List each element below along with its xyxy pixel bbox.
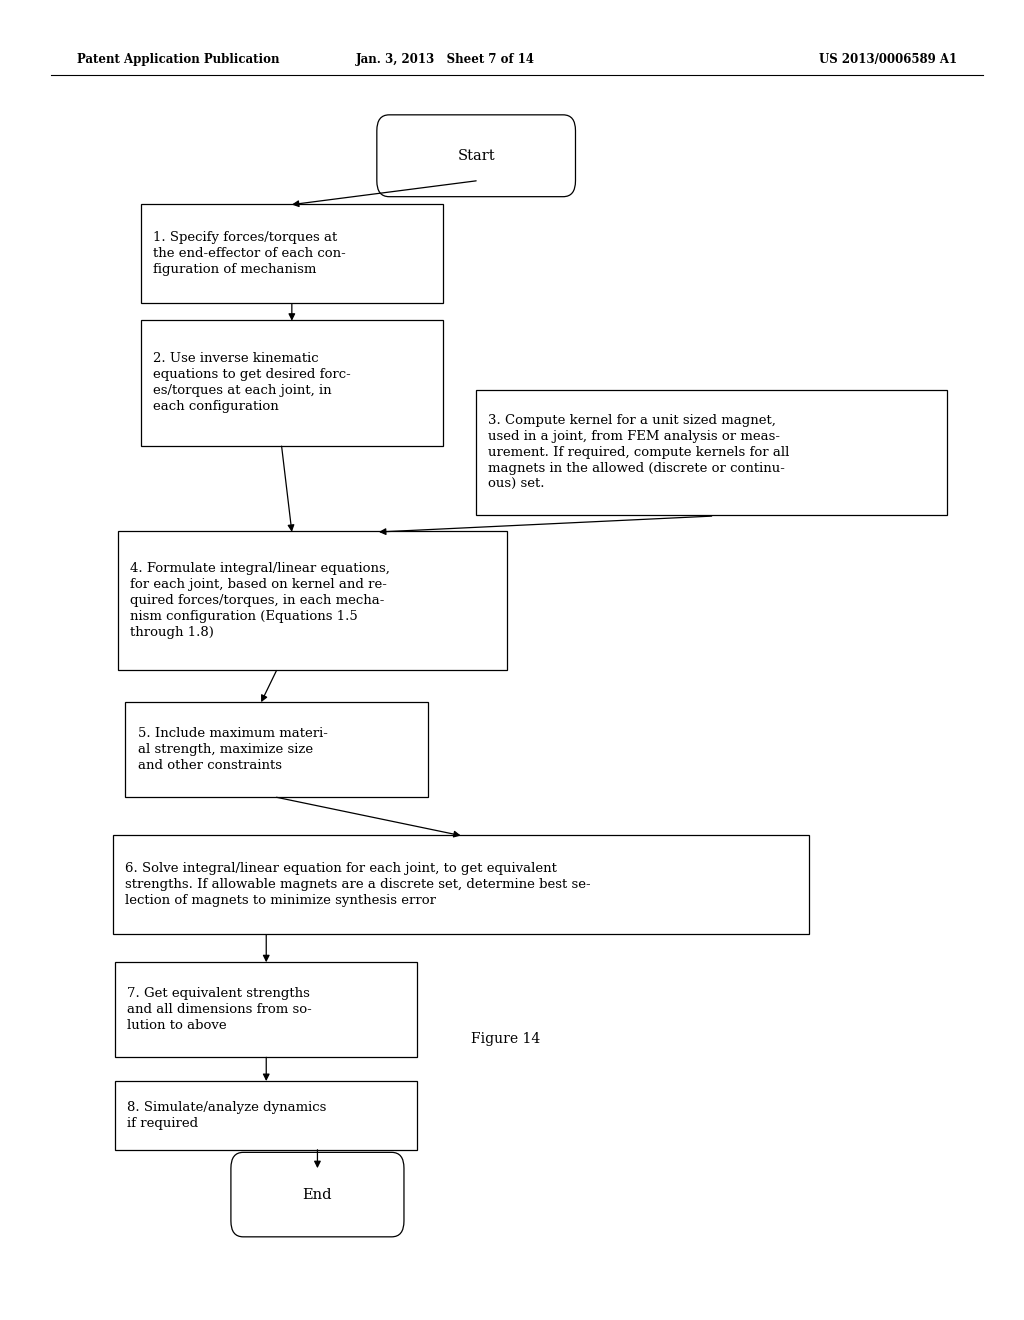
Text: Start: Start bbox=[458, 149, 495, 162]
FancyBboxPatch shape bbox=[377, 115, 575, 197]
Text: 1. Specify forces/torques at
the end-effector of each con-
figuration of mechani: 1. Specify forces/torques at the end-eff… bbox=[154, 231, 346, 276]
Text: 6. Solve integral/linear equation for each joint, to get equivalent
strengths. I: 6. Solve integral/linear equation for ea… bbox=[125, 862, 591, 907]
Text: 8. Simulate/analyze dynamics
if required: 8. Simulate/analyze dynamics if required bbox=[128, 1101, 327, 1130]
Text: 5. Include maximum materi-
al strength, maximize size
and other constraints: 5. Include maximum materi- al strength, … bbox=[138, 727, 328, 772]
Text: Jan. 3, 2013   Sheet 7 of 14: Jan. 3, 2013 Sheet 7 of 14 bbox=[356, 53, 535, 66]
Bar bbox=[476, 391, 947, 515]
Text: US 2013/0006589 A1: US 2013/0006589 A1 bbox=[819, 53, 957, 66]
Bar bbox=[140, 205, 442, 302]
Text: End: End bbox=[303, 1188, 332, 1201]
Text: 4. Formulate integral/linear equations,
for each joint, based on kernel and re-
: 4. Formulate integral/linear equations, … bbox=[130, 562, 390, 639]
Bar bbox=[140, 321, 442, 446]
Bar bbox=[126, 702, 428, 797]
Text: 2. Use inverse kinematic
equations to get desired forc-
es/torques at each joint: 2. Use inverse kinematic equations to ge… bbox=[154, 352, 351, 413]
Text: 3. Compute kernel for a unit sized magnet,
used in a joint, from FEM analysis or: 3. Compute kernel for a unit sized magne… bbox=[488, 414, 790, 491]
Bar bbox=[113, 836, 809, 935]
Bar bbox=[118, 531, 507, 671]
FancyBboxPatch shape bbox=[230, 1152, 403, 1237]
Bar bbox=[116, 962, 418, 1057]
Text: Figure 14: Figure 14 bbox=[471, 1032, 541, 1045]
Text: 7. Get equivalent strengths
and all dimensions from so-
lution to above: 7. Get equivalent strengths and all dime… bbox=[128, 987, 312, 1032]
Bar bbox=[116, 1081, 418, 1150]
Text: Patent Application Publication: Patent Application Publication bbox=[77, 53, 280, 66]
